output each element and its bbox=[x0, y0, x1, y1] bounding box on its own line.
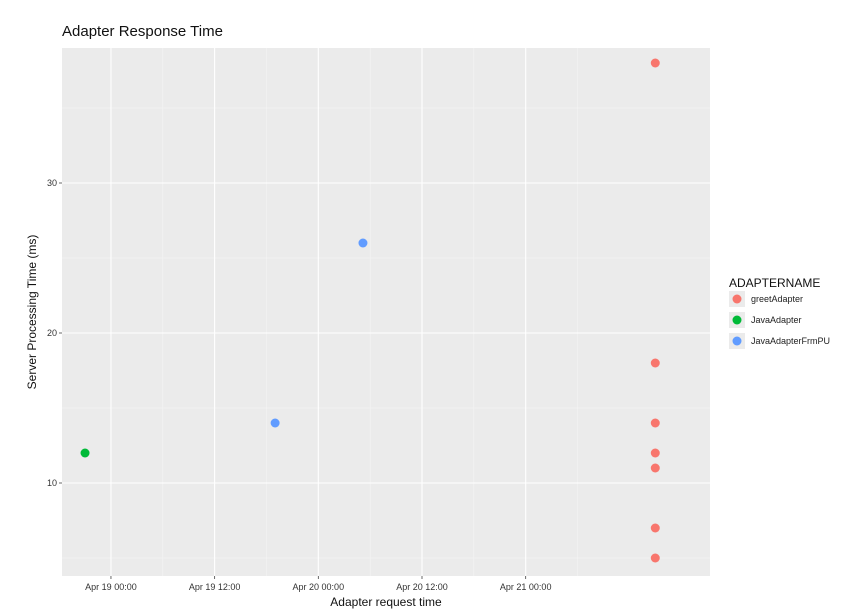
data-point bbox=[650, 553, 660, 563]
data-point bbox=[650, 463, 660, 473]
legend: ADAPTERNAME greetAdapter JavaAdapter JavaA… bbox=[729, 276, 830, 349]
chart-title: Adapter Response Time bbox=[62, 23, 223, 40]
legend-title: ADAPTERNAME bbox=[729, 276, 820, 290]
x-tick-label: Apr 19 12:00 bbox=[189, 582, 241, 592]
x-axis-ticks: Apr 19 00:00 Apr 19 12:00 Apr 20 00:00 Apr … bbox=[85, 576, 551, 592]
x-axis-title: Adapter request time bbox=[330, 595, 442, 609]
legend-label: greetAdapter bbox=[751, 294, 803, 304]
data-points bbox=[80, 58, 660, 563]
data-point bbox=[270, 418, 280, 428]
legend-marker bbox=[732, 294, 742, 304]
legend-label: JavaAdapterFrmPU bbox=[751, 336, 830, 346]
legend-items: greetAdapter JavaAdapter JavaAdapterFrmPU bbox=[729, 291, 830, 349]
y-tick-label: 30 bbox=[47, 178, 57, 188]
x-tick-label: Apr 21 00:00 bbox=[500, 582, 552, 592]
data-point bbox=[650, 58, 660, 68]
x-tick-label: Apr 20 12:00 bbox=[396, 582, 448, 592]
legend-marker bbox=[732, 336, 742, 346]
x-tick-label: Apr 19 00:00 bbox=[85, 582, 137, 592]
legend-marker bbox=[732, 315, 742, 325]
data-point bbox=[650, 418, 660, 428]
legend-label: JavaAdapter bbox=[751, 315, 802, 325]
y-tick-label: 10 bbox=[47, 478, 57, 488]
data-point bbox=[650, 358, 660, 368]
x-tick-label: Apr 20 00:00 bbox=[293, 582, 345, 592]
grid-minor bbox=[62, 48, 710, 576]
y-tick-label: 20 bbox=[47, 328, 57, 338]
y-axis-title: Server Processing Time (ms) bbox=[25, 235, 39, 390]
plot-panel bbox=[62, 48, 710, 576]
data-point bbox=[358, 238, 368, 248]
grid-major bbox=[62, 48, 710, 576]
data-point bbox=[650, 448, 660, 458]
data-point bbox=[80, 448, 90, 458]
y-axis-ticks: 10 20 30 bbox=[47, 178, 62, 488]
data-point bbox=[650, 523, 660, 533]
